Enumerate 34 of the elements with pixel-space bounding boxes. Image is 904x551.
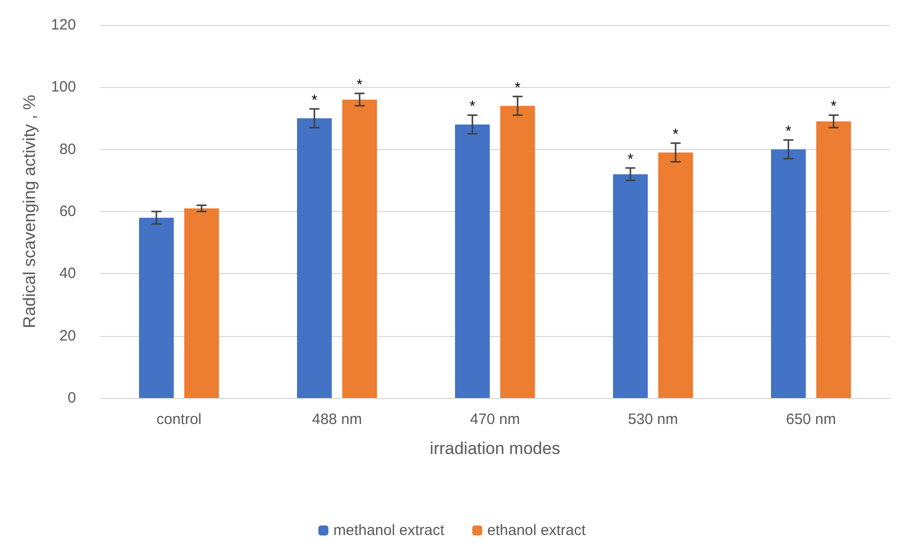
x-tick-label: 470 nm (470, 411, 520, 428)
data-label: * (356, 76, 363, 94)
bar (613, 174, 648, 398)
bar (500, 106, 535, 398)
x-axis-title: irradiation modes (430, 439, 560, 458)
y-tick-label: 120 (50, 16, 76, 34)
data-label: * (785, 123, 792, 140)
x-tick-label: 488 nm (312, 411, 362, 428)
data-label: * (311, 92, 318, 109)
legend-label: methanol extract (333, 522, 446, 539)
y-tick-label: 60 (59, 203, 76, 220)
bar (342, 100, 377, 398)
y-axis-title: Radical scavenging activity , % (20, 94, 39, 328)
data-label: * (830, 98, 837, 116)
y-tick-label: 80 (59, 140, 76, 158)
x-tick-label: 650 nm (786, 411, 836, 428)
bar (771, 149, 806, 398)
bar (297, 118, 332, 398)
bar (184, 208, 219, 398)
y-tick-label: 0 (68, 390, 76, 406)
data-label: * (514, 79, 521, 96)
bar (139, 218, 174, 398)
y-tick-label: 40 (59, 265, 76, 282)
y-tick-label: 20 (59, 327, 76, 344)
data-label: * (672, 126, 679, 144)
legend-label: ethanol extract (487, 522, 586, 539)
data-label: * (469, 98, 476, 116)
y-tick-label: 100 (50, 78, 76, 96)
x-tick-label: control (156, 411, 202, 428)
data-label: * (627, 150, 634, 168)
bar (816, 121, 851, 398)
x-tick-label: 530 nm (628, 411, 678, 428)
bar (455, 124, 490, 398)
bar (658, 152, 693, 398)
